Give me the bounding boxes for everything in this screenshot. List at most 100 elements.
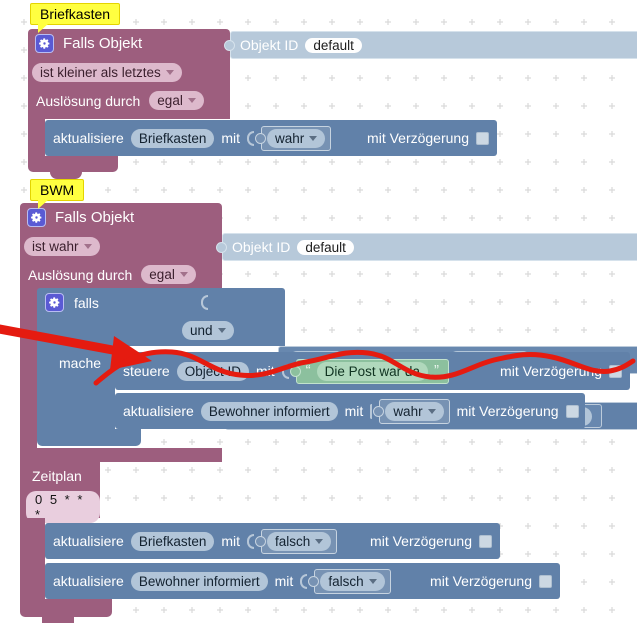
- bool-value-block[interactable]: falsch: [308, 568, 391, 594]
- chevron-down-icon: [315, 538, 324, 544]
- comment-text: Briefkasten: [40, 6, 111, 22]
- condition-dropdown[interactable]: ist kleiner als letztes: [32, 63, 182, 82]
- verb-label: aktualisiere: [53, 533, 124, 549]
- chevron-down-icon: [368, 578, 377, 584]
- left-connector: [289, 366, 301, 377]
- block-title: Falls Objekt: [63, 35, 143, 52]
- gear-icon[interactable]: [27, 208, 46, 227]
- delay-label: mit Verzögerung: [456, 403, 559, 419]
- chevron-down-icon: [309, 135, 318, 141]
- delay-checkbox[interactable]: [476, 131, 489, 145]
- gear-glyph: [39, 38, 50, 49]
- falls-objekt-block-1[interactable]: Falls Objekt ist kleiner als letztes Aus…: [28, 29, 230, 119]
- bool-dropdown[interactable]: wahr: [385, 401, 444, 421]
- text-value-block[interactable]: “ Die Post war da ”: [289, 358, 449, 384]
- update-statement[interactable]: aktualisiere Bewohner informiert mit wah…: [115, 393, 585, 429]
- block-spine: [20, 518, 45, 602]
- text-field[interactable]: Die Post war da: [316, 361, 428, 381]
- object-field[interactable]: Briefkasten: [130, 128, 215, 148]
- value-socket: [247, 533, 255, 549]
- gear-icon[interactable]: [45, 293, 64, 312]
- falls-if-block[interactable]: falls und: [37, 288, 285, 346]
- next-connector-tab: [50, 172, 82, 179]
- delay-label: mit Verzögerung: [370, 533, 472, 549]
- operator-dropdown[interactable]: und: [182, 321, 234, 340]
- delay-checkbox[interactable]: [565, 404, 579, 418]
- objekt-id-field[interactable]: default: [305, 37, 362, 53]
- left-connector: [216, 242, 227, 253]
- block-spine: [20, 292, 37, 464]
- condition-dropdown[interactable]: ist wahr: [24, 237, 100, 256]
- chevron-down-icon: [165, 70, 174, 75]
- trigger-dropdown[interactable]: egal: [141, 265, 196, 284]
- value-socket: [281, 363, 289, 379]
- gear-glyph: [49, 297, 60, 308]
- mit-label: mit: [344, 403, 364, 419]
- trigger-label: Auslösung durch: [28, 266, 133, 283]
- block-footer: [28, 156, 118, 172]
- delay-checkbox[interactable]: [609, 364, 622, 378]
- bool-dropdown[interactable]: wahr: [267, 128, 326, 148]
- value-socket: [247, 130, 255, 146]
- mit-label: mit: [255, 363, 275, 379]
- update-statement[interactable]: aktualisiere Briefkasten mit wahr mit Ve…: [45, 120, 497, 156]
- value-socket: [300, 573, 308, 589]
- value-socket: [370, 403, 373, 419]
- object-field[interactable]: Briefkasten: [130, 531, 215, 551]
- falls-label: falls: [74, 294, 99, 311]
- falls-objekt-block-2[interactable]: Falls Objekt ist wahr Auslösung durch eg…: [20, 203, 222, 293]
- trigger-label: Auslösung durch: [36, 92, 141, 109]
- bool-value-block[interactable]: wahr: [255, 125, 332, 151]
- mit-label: mit: [221, 130, 241, 146]
- left-connector: [224, 40, 235, 51]
- bool-value-block[interactable]: wahr: [373, 398, 450, 424]
- objekt-id-label: Objekt ID: [232, 239, 291, 255]
- gear-glyph: [31, 212, 42, 223]
- delay-checkbox[interactable]: [539, 574, 552, 588]
- delay-label: mit Verzögerung: [500, 363, 602, 379]
- block-title: Falls Objekt: [55, 209, 135, 226]
- chevron-down-icon: [83, 244, 92, 249]
- cron-field[interactable]: 0 5 * * *: [26, 491, 100, 523]
- close-quote: ”: [433, 362, 439, 379]
- next-connector-tab: [42, 617, 74, 623]
- bool-dropdown[interactable]: falsch: [320, 571, 385, 591]
- mit-label: mit: [274, 573, 294, 589]
- objekt-id-block[interactable]: Objekt ID default: [224, 31, 637, 59]
- zeitplan-block[interactable]: Zeitplan 0 5 * * *: [20, 462, 100, 523]
- steuere-statement[interactable]: steuere Object ID mit “ Die Post war da …: [115, 352, 630, 390]
- objekt-id-field[interactable]: default: [297, 239, 354, 255]
- object-field[interactable]: Object ID: [176, 361, 249, 381]
- mache-column: mache: [37, 346, 115, 430]
- trigger-dropdown[interactable]: egal: [149, 91, 204, 110]
- chevron-down-icon: [187, 98, 196, 103]
- zeitplan-title: Zeitplan: [32, 468, 82, 484]
- bool-value-block[interactable]: falsch: [255, 528, 338, 554]
- objekt-id-block[interactable]: Objekt ID default: [216, 233, 637, 261]
- comment-bwm[interactable]: BWM: [30, 179, 85, 209]
- left-connector: [308, 576, 320, 587]
- comment-briefkasten[interactable]: Briefkasten: [30, 3, 121, 33]
- update-statement[interactable]: aktualisiere Briefkasten mit falsch mit …: [45, 523, 500, 559]
- objekt-id-label: Objekt ID: [240, 37, 299, 53]
- chevron-down-icon: [217, 328, 226, 333]
- verb-label: steuere: [123, 363, 170, 379]
- object-field[interactable]: Bewohner informiert: [130, 571, 268, 591]
- left-connector: [373, 406, 385, 417]
- left-connector: [255, 133, 267, 144]
- update-statement[interactable]: aktualisiere Bewohner informiert mit fal…: [45, 563, 560, 599]
- delay-label: mit Verzögerung: [430, 573, 532, 589]
- object-field[interactable]: Bewohner informiert: [200, 401, 338, 421]
- chevron-down-icon: [179, 272, 188, 277]
- gear-icon[interactable]: [35, 34, 54, 53]
- mache-label: mache: [59, 355, 102, 371]
- block-footer: [20, 448, 222, 462]
- block-spine: [28, 118, 45, 158]
- delay-label: mit Verzögerung: [367, 130, 469, 146]
- block-footer: [20, 599, 112, 617]
- delay-checkbox[interactable]: [479, 534, 492, 548]
- falls-block-footer: [37, 429, 141, 446]
- bool-dropdown[interactable]: falsch: [267, 531, 332, 551]
- comment-text: BWM: [40, 182, 75, 198]
- left-connector: [255, 536, 267, 547]
